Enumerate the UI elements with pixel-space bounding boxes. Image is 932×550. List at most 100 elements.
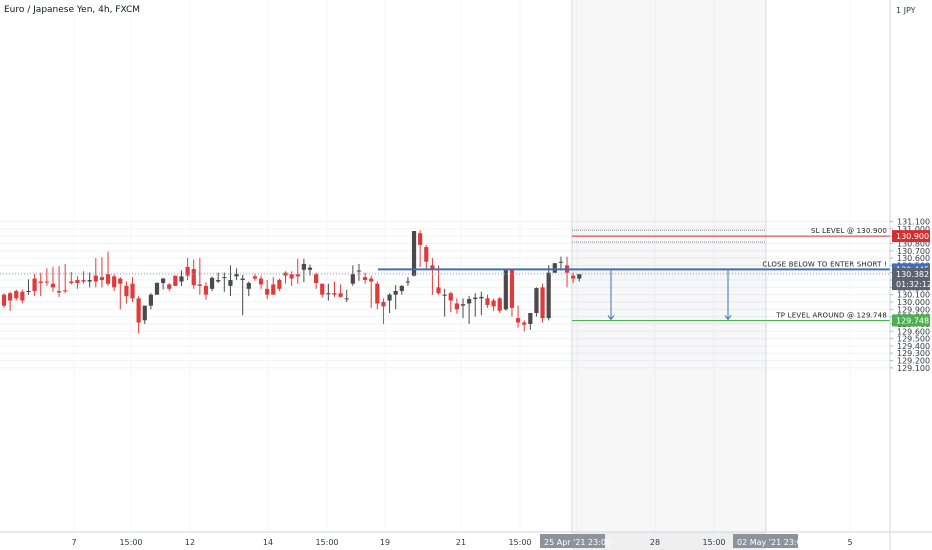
candle-body (473, 297, 478, 300)
level-label: CLOSE BELOW TO ENTER SHORT ! (762, 260, 887, 268)
date-highlight-label: 25 Apr '21 23:00 (544, 538, 611, 547)
candle-body (118, 278, 123, 284)
candle-body (26, 291, 31, 293)
candle-body (20, 291, 25, 301)
candle-body (105, 274, 111, 284)
candle-body (234, 274, 239, 277)
candle-body (222, 277, 227, 279)
candle-body (571, 275, 576, 279)
y-tick-label: 131.000 (897, 225, 930, 234)
candle-body (381, 302, 386, 307)
candle-body (454, 303, 459, 310)
x-tick-label: 5 (847, 538, 852, 547)
x-tick-label: 21 (456, 538, 466, 547)
candle-body (93, 275, 98, 282)
y-tick-label: 129.300 (897, 349, 930, 358)
candle-body (307, 267, 313, 270)
candle-body (130, 283, 135, 299)
candle-body (540, 287, 545, 319)
candle-body (460, 304, 466, 306)
candle-body (405, 281, 411, 283)
date-highlight-label: 02 May '21 23:00 (737, 538, 807, 547)
candle-body (503, 269, 508, 310)
candle-body (289, 274, 294, 279)
price-tag-label: 130.900 (896, 232, 929, 241)
x-tick-label: 15:00 (702, 538, 725, 547)
candle-body (332, 293, 337, 295)
date-highlight-box (540, 534, 605, 548)
candle-body (81, 280, 86, 282)
currency-label: 1 JPY (896, 6, 916, 15)
y-tick-label: 129.900 (897, 305, 930, 314)
x-tick-label: 28 (650, 538, 660, 547)
candle-body (326, 293, 331, 295)
candle-body (228, 280, 233, 286)
candle-body (356, 270, 362, 272)
candle-body (301, 263, 306, 270)
candle-body (369, 278, 374, 282)
candle-body (154, 282, 160, 295)
trade-drawings[interactable]: SL LEVEL @ 130.900 CLOSE BELOW TO ENTER S… (0, 227, 890, 321)
candle-body (430, 265, 435, 270)
candle-body (577, 274, 582, 279)
candle-body (436, 287, 441, 294)
candle-body (167, 284, 172, 289)
candle-body (314, 274, 319, 283)
candle-body (252, 276, 258, 279)
candle-body (393, 291, 398, 295)
candle-body (75, 280, 80, 283)
candle-body (375, 283, 380, 304)
candle-body (56, 291, 62, 293)
candle-body (271, 284, 276, 295)
candle-body (338, 293, 343, 297)
y-tick-label: 130.000 (897, 298, 930, 307)
y-tick-label: 129.200 (897, 357, 930, 366)
candle-body (161, 278, 166, 283)
candle-body (522, 322, 527, 325)
candle-body (344, 298, 349, 300)
grid (0, 0, 890, 532)
candle-body (467, 299, 472, 304)
candle-body (179, 276, 184, 282)
candle-body (448, 293, 453, 301)
y-tick-label: 130.700 (897, 247, 930, 256)
candle-body (295, 274, 300, 277)
candle-body (63, 290, 68, 292)
candle-body (491, 300, 496, 307)
candle-body (546, 272, 551, 319)
candle-body (515, 318, 521, 323)
candle-body (197, 284, 202, 286)
y-tick-label: 130.600 (897, 254, 930, 263)
candle-body (497, 298, 502, 311)
candle-body (112, 276, 117, 288)
y-tick-label: 129.600 (897, 327, 930, 336)
candle-body (142, 305, 147, 321)
candle-body (148, 294, 153, 306)
x-tick-label: 15:00 (315, 538, 338, 547)
candle-body (424, 247, 429, 262)
candle-body (350, 274, 355, 284)
y-tick-label: 129.500 (897, 335, 930, 344)
candle-body (216, 280, 221, 282)
x-tick-label: 14 (263, 538, 273, 547)
price-tag (892, 230, 930, 243)
x-tick-label: 15:00 (508, 538, 531, 547)
candle-body (399, 285, 404, 292)
candle-body (44, 281, 49, 283)
y-tick-label: 130.800 (897, 239, 930, 248)
x-tick-label: 15:00 (119, 538, 142, 547)
candle-body (558, 261, 564, 263)
candle-body (387, 294, 392, 301)
y-tick-label: 131.100 (897, 217, 930, 226)
candle-body (528, 312, 533, 324)
candle-body (185, 266, 190, 276)
candle-body (191, 269, 196, 286)
candle-body (552, 263, 557, 273)
candle-body (418, 233, 423, 245)
x-tick-label: 19 (380, 538, 390, 547)
candle-body (265, 288, 270, 295)
target-arrow-head (607, 315, 615, 321)
candle-body (99, 277, 105, 281)
